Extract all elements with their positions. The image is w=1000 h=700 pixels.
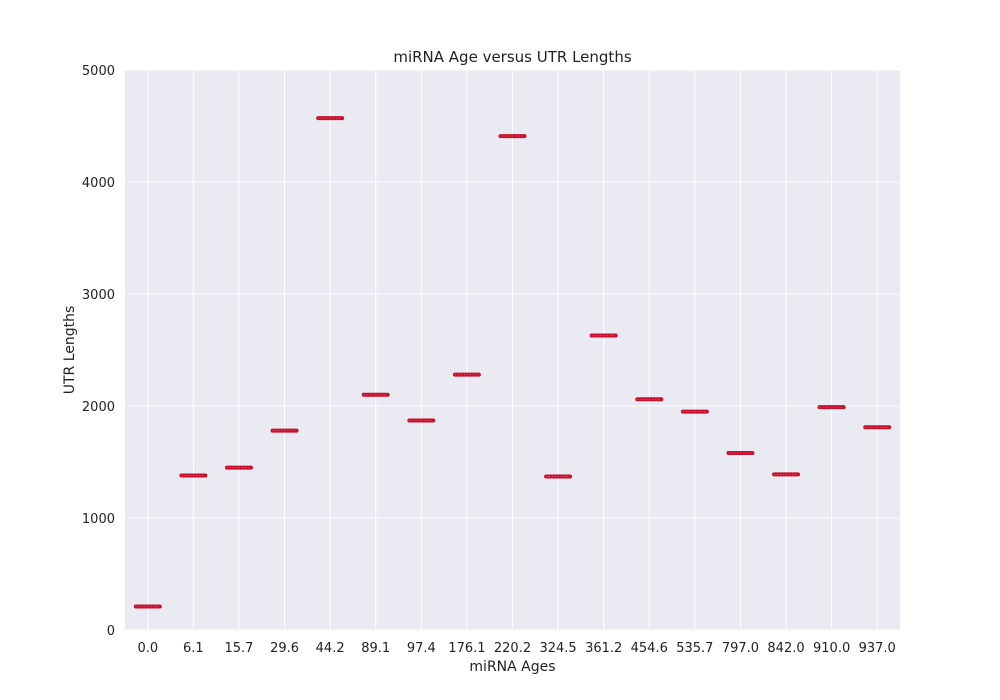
y-tick-label: 2000 [82,400,115,415]
y-tick-label: 4000 [82,176,115,191]
y-axis-label: UTR Lengths [62,306,78,395]
x-tick-label: 324.5 [539,641,576,656]
x-tick-label: 797.0 [722,641,759,656]
x-axis-ticks: 0.0 6.1 15.7 29.6 44.2 89.1 97.4 176.1 220.2 324.… [137,641,895,656]
x-tick-label: 89.1 [361,641,390,656]
x-tick-label: 454.6 [631,641,668,656]
y-tick-label: 0 [107,624,115,639]
x-tick-label: 361.2 [585,641,622,656]
y-tick-label: 5000 [82,64,115,79]
y-tick-label: 1000 [82,512,115,527]
x-tick-label: 176.1 [448,641,485,656]
y-tick-label: 3000 [82,288,115,303]
x-tick-label: 97.4 [407,641,436,656]
x-tick-label: 44.2 [316,641,345,656]
x-tick-label: 910.0 [813,641,850,656]
grid-lines [125,69,900,631]
x-tick-label: 842.0 [767,641,804,656]
x-tick-label: 535.7 [676,641,713,656]
x-tick-label: 6.1 [183,641,204,656]
x-axis-label: miRNA Ages [469,659,555,675]
y-axis-ticks: 0 1000 2000 3000 4000 5000 [82,64,115,639]
x-tick-label: 220.2 [494,641,531,656]
chart-title: miRNA Age versus UTR Lengths [393,48,631,66]
x-tick-label: 15.7 [224,641,253,656]
x-tick-label: 0.0 [137,641,158,656]
data-points [133,116,892,609]
x-tick-label: 29.6 [270,641,299,656]
x-tick-label: 937.0 [859,641,896,656]
